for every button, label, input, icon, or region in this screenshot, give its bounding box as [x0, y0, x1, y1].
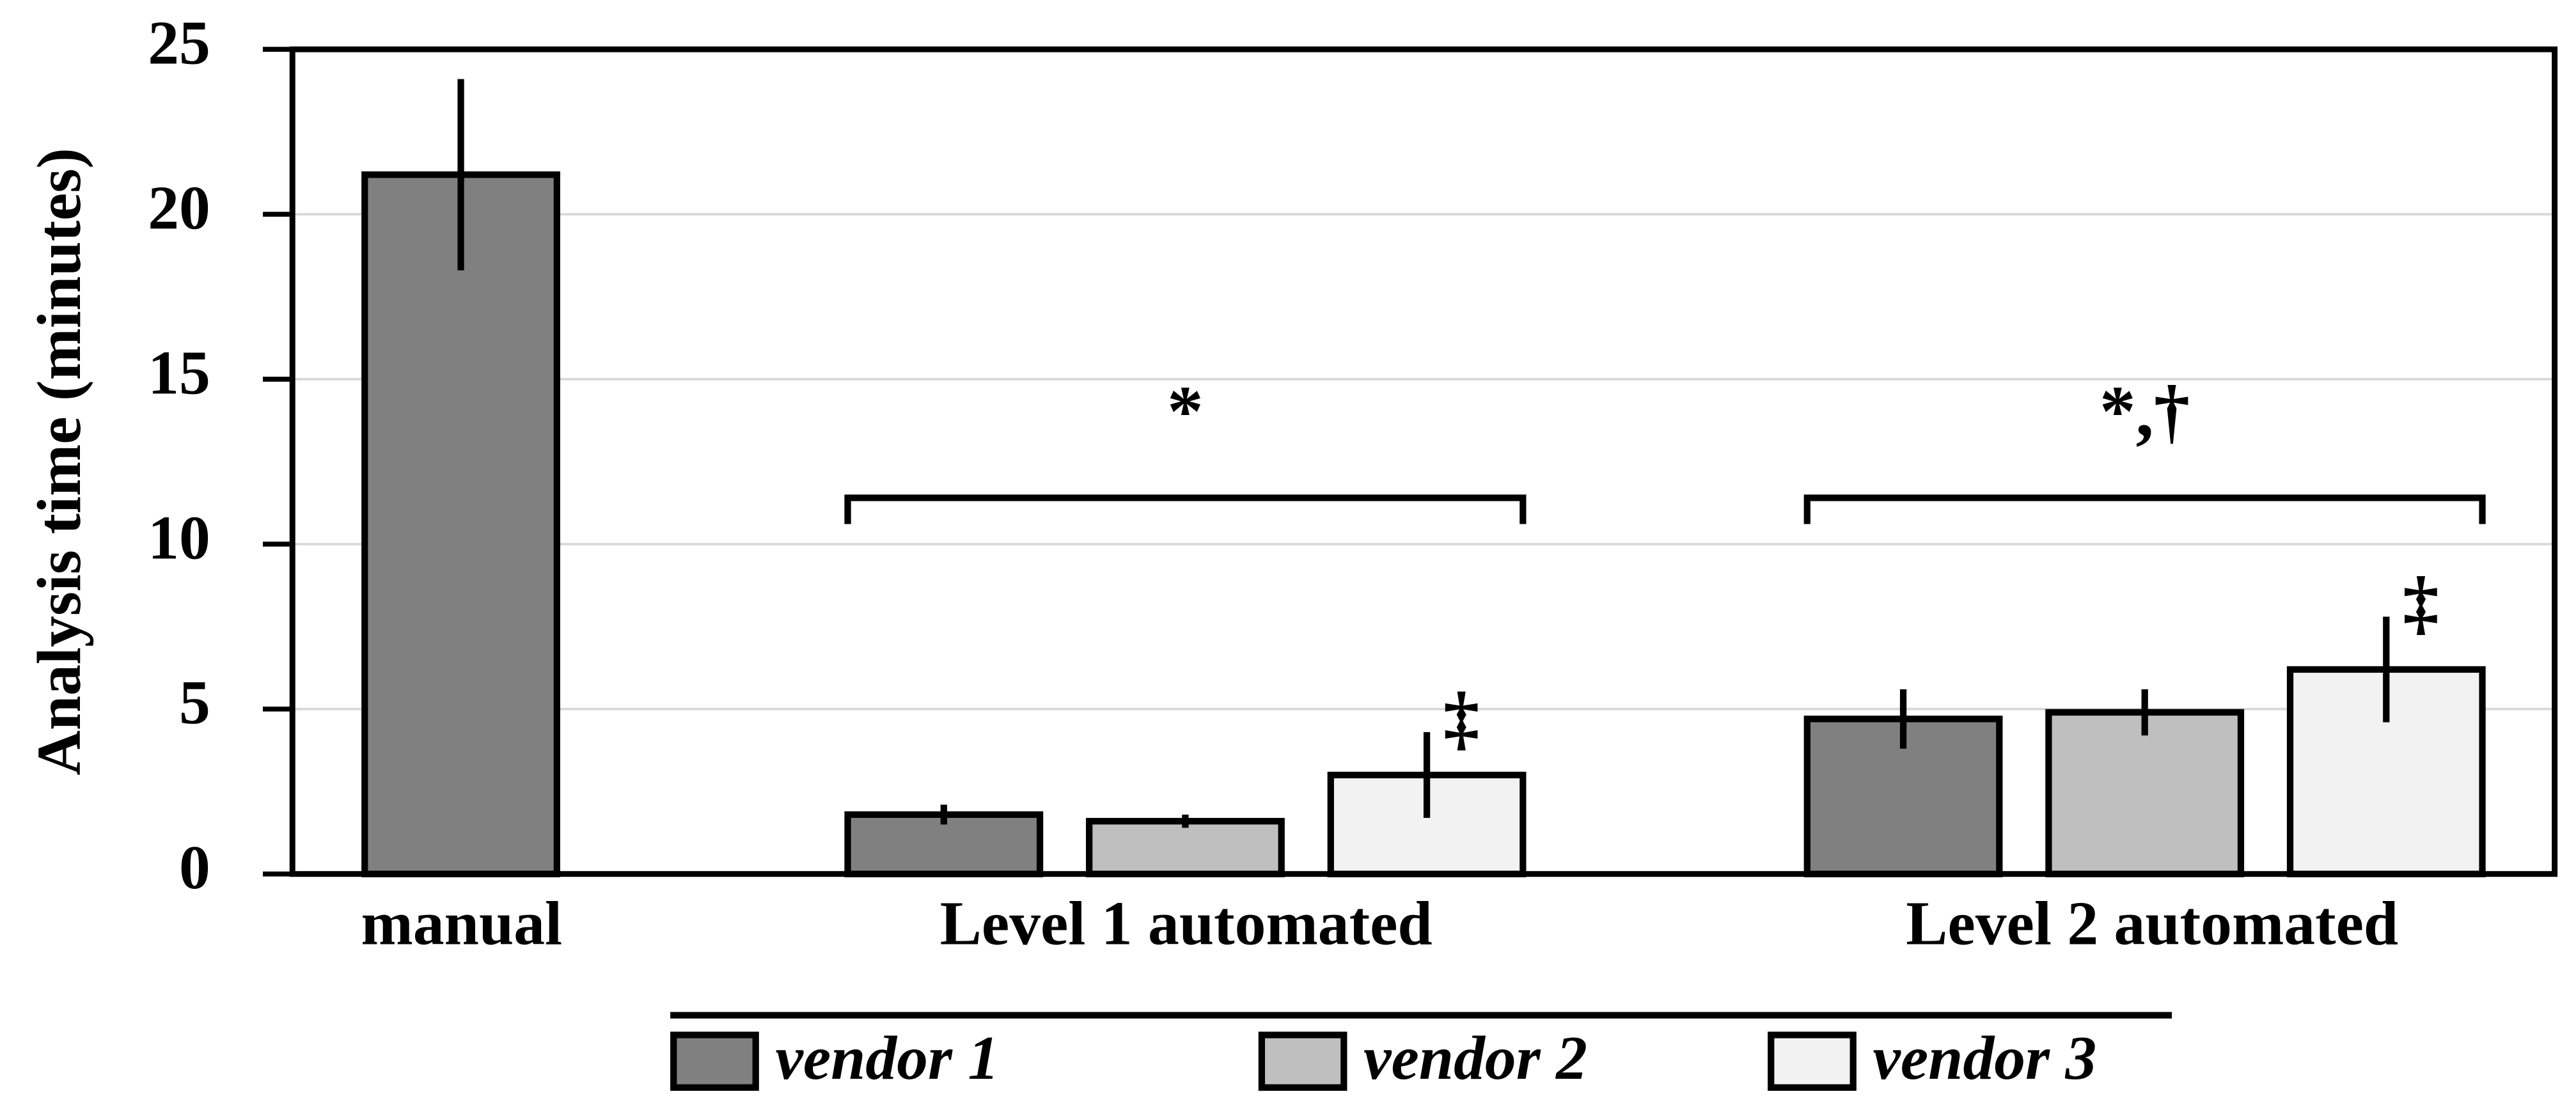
y-tick-label: 25 [148, 9, 210, 78]
legend-swatch [670, 1031, 759, 1091]
x-tick-label: Level 2 automated [1906, 889, 2398, 958]
legend-label: vendor 3 [1873, 1024, 2097, 1093]
y-tick-label: 5 [179, 668, 210, 737]
bar [2045, 709, 2245, 877]
y-tick-label: 10 [148, 503, 210, 572]
bar [1086, 818, 1285, 877]
group-annotation: * [1167, 372, 1204, 451]
x-tick-label: Level 1 automated [940, 889, 1433, 958]
y-tick-label: 20 [148, 173, 210, 242]
bar [361, 171, 560, 877]
bracket [844, 494, 1527, 524]
bar-annotation: ‡ [1443, 678, 1480, 758]
bracket [1803, 494, 2486, 524]
legend-label: vendor 1 [776, 1024, 1000, 1093]
x-tick-label: manual [361, 889, 563, 958]
legend-label: vendor 2 [1363, 1024, 1587, 1093]
y-tick-label: 0 [179, 833, 210, 902]
group-annotation: *,† [2100, 372, 2190, 451]
legend-swatch [1258, 1031, 1347, 1091]
bar-annotation: ‡ [2403, 563, 2439, 643]
legend-swatch [1768, 1031, 1857, 1091]
y-tick-label: 15 [148, 338, 210, 407]
y-axis-label: Analysis time (minutes) [25, 148, 94, 775]
